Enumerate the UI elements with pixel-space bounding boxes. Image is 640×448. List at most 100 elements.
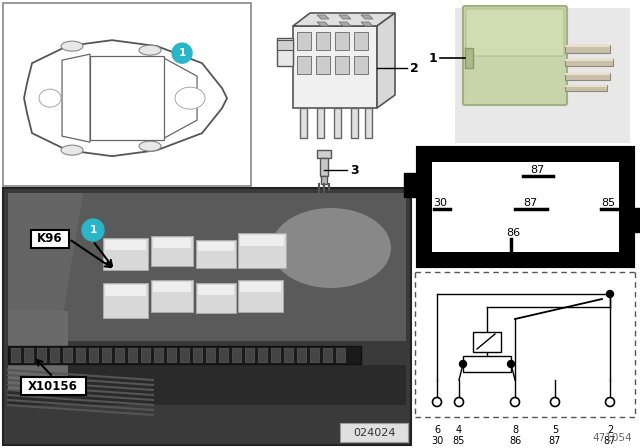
Bar [153,282,191,292]
Polygon shape [164,58,197,138]
Bar [335,56,349,74]
Bar [167,348,176,362]
Bar [277,40,293,50]
Text: 8: 8 [512,425,518,435]
Ellipse shape [175,87,205,109]
Bar [565,59,613,61]
Polygon shape [90,56,164,140]
Bar [8,346,361,364]
Text: 86: 86 [506,228,520,238]
Text: 024024: 024024 [353,428,396,438]
Bar [351,108,358,138]
Text: 87: 87 [549,436,561,446]
Bar [320,158,328,176]
Bar [8,365,406,405]
Text: 30: 30 [431,436,443,446]
Text: 30: 30 [433,198,447,208]
Circle shape [605,397,614,406]
Bar [316,56,330,74]
Bar [565,73,610,75]
Bar [293,26,377,108]
Polygon shape [377,13,395,108]
FancyBboxPatch shape [463,6,567,105]
Bar [418,148,633,266]
Bar [284,348,293,362]
Polygon shape [293,13,395,26]
Text: 2: 2 [410,61,419,74]
Bar [76,348,85,362]
Text: 86: 86 [509,436,521,446]
Text: 1: 1 [90,225,97,235]
Bar [455,8,630,143]
Bar [198,285,234,295]
Bar [565,45,610,47]
Bar [317,150,331,158]
Bar [180,348,189,362]
Bar [206,348,215,362]
Bar [432,162,619,252]
Bar [404,173,420,197]
Bar [3,3,251,186]
Bar [365,108,372,138]
Polygon shape [62,54,90,142]
Text: 4: 4 [456,425,462,435]
Ellipse shape [61,145,83,155]
Polygon shape [339,22,351,26]
Text: 3: 3 [350,164,358,177]
Bar [8,193,406,341]
Bar [102,348,111,362]
Bar [128,348,137,362]
Bar [321,176,327,184]
Text: 85: 85 [453,436,465,446]
Bar [198,242,234,251]
Bar [238,280,283,312]
Circle shape [508,361,515,367]
Bar [21,377,86,395]
Ellipse shape [61,41,83,51]
Bar [336,348,345,362]
Bar [354,32,368,50]
Bar [277,38,293,66]
Bar [335,32,349,50]
Bar [151,236,193,266]
Text: 5: 5 [552,425,558,435]
Bar [63,348,72,362]
Bar [115,348,124,362]
Text: 87: 87 [523,198,537,208]
Bar [297,56,311,74]
Bar [340,423,408,442]
Bar [310,348,319,362]
Bar [258,348,267,362]
Bar [415,272,635,417]
Bar [631,208,640,232]
Bar [565,73,610,80]
Text: 1: 1 [179,48,186,58]
Bar [317,108,324,138]
Circle shape [550,397,559,406]
Circle shape [172,43,192,63]
Polygon shape [24,40,227,156]
Bar [151,280,193,312]
Bar [565,45,610,53]
Bar [465,48,473,68]
Text: 87: 87 [604,436,616,446]
Bar [8,311,68,391]
Text: 2: 2 [607,425,613,435]
Circle shape [607,290,614,297]
Bar [565,85,607,91]
Polygon shape [361,15,373,19]
Text: 85: 85 [601,198,615,208]
Bar [153,238,191,248]
Text: K96: K96 [37,233,63,246]
Ellipse shape [139,141,161,151]
Polygon shape [317,22,329,26]
Bar [316,32,330,50]
Circle shape [82,219,104,241]
Bar [334,108,341,138]
Bar [565,85,607,87]
Bar [105,240,146,250]
Text: X10156: X10156 [28,379,78,392]
Text: 1: 1 [428,52,437,65]
Circle shape [511,397,520,406]
Bar [37,348,46,362]
